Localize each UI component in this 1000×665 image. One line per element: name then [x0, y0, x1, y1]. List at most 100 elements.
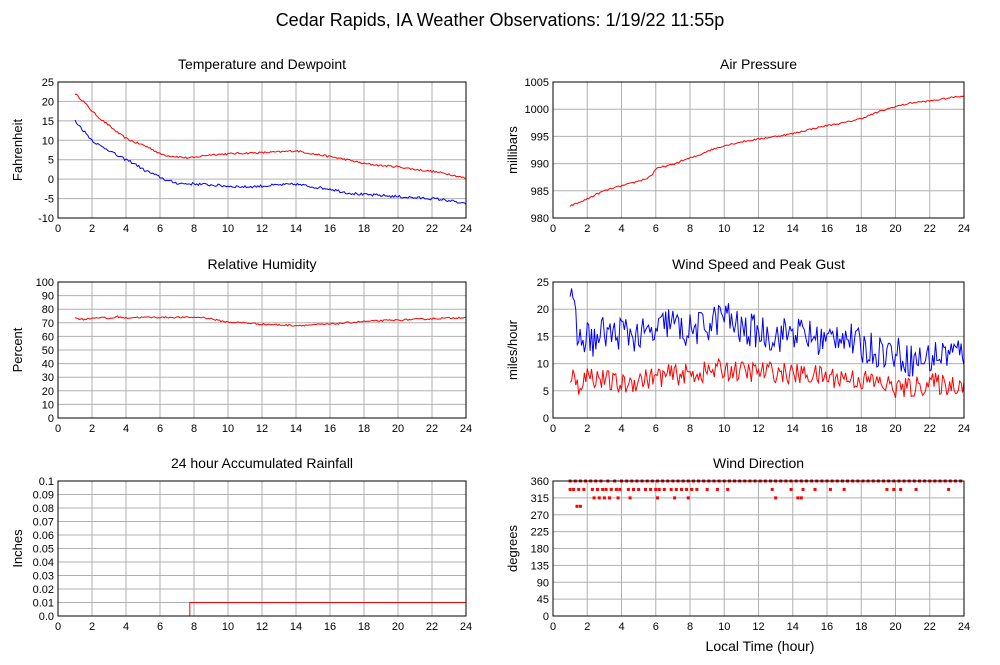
scatter-point [604, 487, 608, 491]
x-tick-label: 14 [787, 621, 799, 633]
scatter-point [592, 496, 596, 500]
plot-frame [552, 81, 965, 219]
x-tick-label: 20 [392, 223, 404, 235]
x-tick-label: 18 [358, 223, 370, 235]
scatter-point [568, 487, 572, 491]
y-tick-label: 60 [42, 331, 54, 343]
x-tick-label: 2 [89, 423, 95, 435]
x-tick-label: 12 [752, 223, 764, 235]
x-tick-label: 8 [687, 423, 693, 435]
y-tick-label: 360 [531, 476, 549, 488]
charts-container: Temperature and Dewpoint Fahrenheit -10 -5 0… [10, 56, 970, 633]
x-tick-label: 6 [653, 223, 659, 235]
scatter-point [631, 487, 635, 491]
y-tick-label: 5 [543, 386, 549, 398]
y-tick-label: 10 [42, 399, 54, 411]
scatter-point [578, 504, 582, 508]
x-tick-label: 2 [584, 423, 590, 435]
x-tick-label: 10 [222, 223, 234, 235]
y-tick-label: 0 [48, 413, 54, 425]
y-tick-label: 20 [42, 386, 54, 398]
x-tick-label: 8 [687, 621, 693, 633]
chart-direction: Wind Directiondegrees0459013518022527031… [505, 455, 970, 633]
x-tick-label: 2 [89, 621, 95, 633]
scatter-point [686, 496, 690, 500]
scatter-point [947, 487, 951, 491]
y-tick-label: 20 [537, 304, 549, 316]
x-tick-label: 8 [191, 423, 197, 435]
y-tick-label: 20 [42, 96, 54, 108]
x-tick-label: 20 [889, 423, 901, 435]
chart-title: Temperature and Dewpoint [178, 56, 346, 72]
x-tick-label: 22 [924, 423, 936, 435]
y-tick-label: 50 [42, 345, 54, 357]
scatter-point [577, 487, 581, 491]
x-tick-label: 22 [924, 621, 936, 633]
scatter-point [662, 487, 666, 491]
x-tick-label: 12 [752, 621, 764, 633]
scatter-point [813, 487, 817, 491]
y-tick-label: 90 [42, 291, 54, 303]
series-line-0 [569, 288, 965, 377]
x-tick-label: 6 [157, 223, 163, 235]
scatter-point [637, 487, 641, 491]
y-tick-label: -5 [44, 194, 54, 206]
x-tick-label: 4 [618, 621, 624, 633]
y-axis-label: degrees [505, 525, 520, 572]
y-tick-label: 45 [537, 594, 549, 606]
scatter-point [690, 487, 694, 491]
y-tick-label: 0.09 [33, 490, 54, 502]
x-tick-label: 20 [889, 223, 901, 235]
x-tick-label: 0 [55, 621, 61, 633]
y-tick-label: 1000 [525, 104, 549, 116]
y-tick-label: 15 [42, 116, 54, 128]
x-tick-label: 16 [324, 621, 336, 633]
x-tick-label: 20 [889, 621, 901, 633]
scatter-point [628, 496, 632, 500]
y-tick-label: 995 [531, 131, 549, 143]
plot-frame [552, 480, 965, 617]
series-line-0 [75, 602, 466, 617]
x-tick-label: 8 [191, 223, 197, 235]
x-tick-label: 2 [584, 621, 590, 633]
scatter-point [774, 496, 778, 500]
y-tick-label: 0 [48, 174, 54, 186]
scatter-point [842, 487, 846, 491]
y-tick-label: 135 [531, 560, 549, 572]
chart-humidity: Relative HumidityPercent0102030405060708… [10, 256, 472, 435]
scatter-point [801, 487, 805, 491]
y-tick-label: 15 [537, 331, 549, 343]
chart-title: Wind Direction [713, 455, 804, 471]
y-tick-label: 25 [537, 277, 549, 289]
y-tick-label: 990 [531, 159, 549, 171]
page-title: Cedar Rapids, IA Weather Observations: 1… [276, 10, 725, 30]
x-tick-label: 18 [855, 621, 867, 633]
x-tick-label: 12 [256, 223, 268, 235]
x-tick-label: 18 [358, 423, 370, 435]
x-tick-label: 12 [256, 423, 268, 435]
x-tick-label: 12 [752, 423, 764, 435]
x-tick-label: 14 [290, 621, 302, 633]
scatter-point [705, 487, 709, 491]
x-tick-label: 10 [718, 423, 730, 435]
x-tick-label: 4 [123, 423, 129, 435]
x-tick-label: 22 [426, 621, 438, 633]
y-tick-label: 225 [531, 527, 549, 539]
y-tick-label: 0.07 [33, 517, 54, 529]
scatter-point [643, 487, 647, 491]
scatter-point [596, 487, 600, 491]
y-axis-label: miles/hour [505, 319, 520, 380]
chart-rain: 24 hour Accumulated RainfallInches0.00.0… [10, 455, 472, 633]
x-tick-label: 6 [653, 621, 659, 633]
y-tick-label: 0.0 [39, 611, 54, 623]
scatter-point [626, 487, 630, 491]
plot-frame [57, 81, 467, 219]
y-tick-label: 0.03 [33, 571, 54, 583]
x-tick-label: 4 [123, 223, 129, 235]
y-tick-label: 985 [531, 186, 549, 198]
scatter-point [582, 487, 586, 491]
series-line-1 [74, 119, 467, 205]
y-tick-label: 0.1 [39, 476, 54, 488]
y-tick-label: 0.05 [33, 544, 54, 556]
scatter-point [799, 496, 803, 500]
